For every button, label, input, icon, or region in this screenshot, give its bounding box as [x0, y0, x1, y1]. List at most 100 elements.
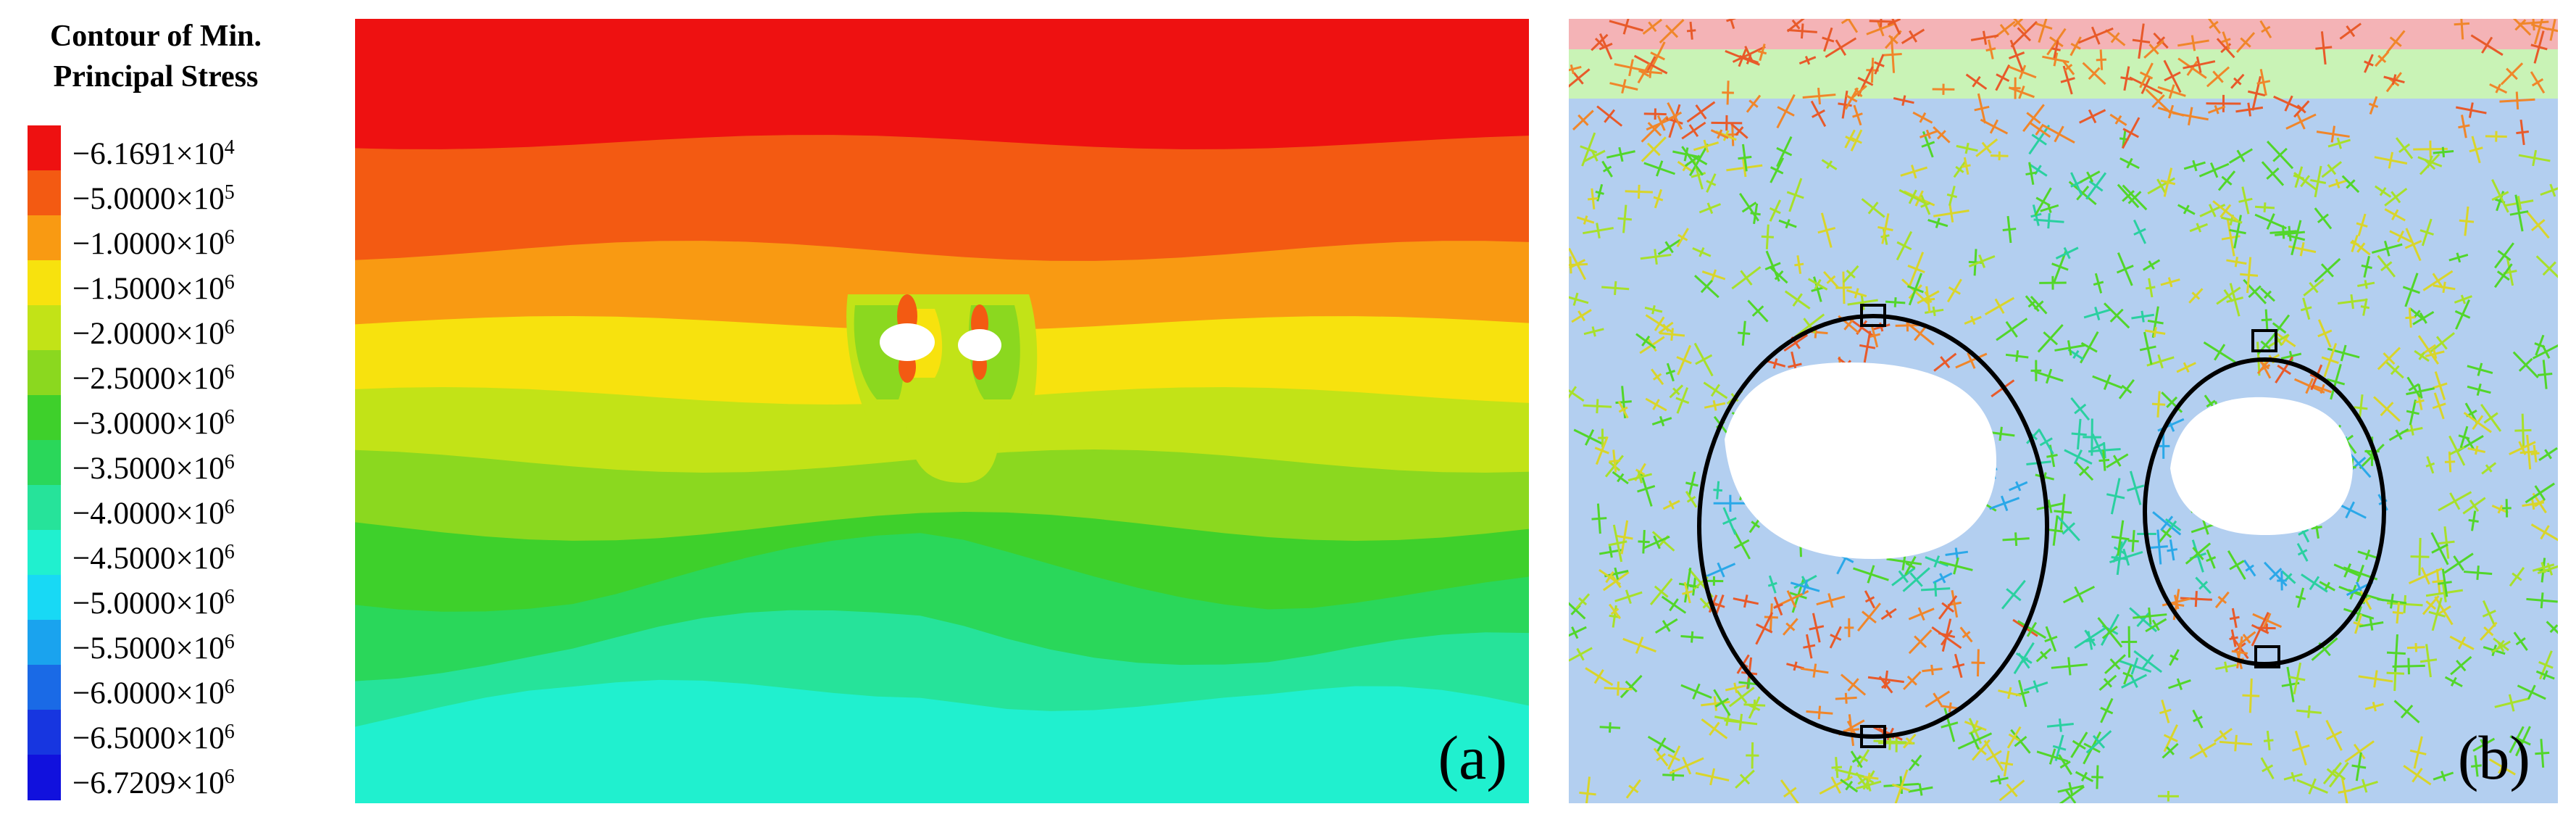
stress-cross	[1932, 83, 1955, 95]
stress-cross	[2458, 115, 2470, 138]
stress-cross	[1583, 399, 1612, 414]
panel-a-stress-contour: (a)	[355, 19, 1529, 803]
stress-cross	[1829, 626, 1842, 649]
stress-cross	[1608, 603, 1622, 620]
legend-label: −4.5000×106	[72, 541, 235, 576]
stress-cross	[2296, 705, 2322, 718]
stress-cross	[1701, 696, 1730, 711]
stress-cross	[1806, 705, 1833, 720]
stress-cross	[2054, 340, 2085, 356]
stress-cross	[2017, 620, 2046, 639]
stress-cross	[1609, 79, 1638, 94]
stress-cross	[1726, 158, 1763, 178]
stress-cross	[1953, 161, 1967, 178]
stress-cross	[2259, 20, 2272, 38]
stress-cross	[2069, 36, 2082, 57]
stress-cross	[1735, 769, 1755, 789]
stress-cross	[1835, 765, 1864, 781]
stress-cross	[1903, 733, 1917, 749]
stress-cross	[2044, 626, 2058, 652]
legend-swatch	[28, 755, 61, 800]
stress-cross	[1722, 507, 1737, 535]
stress-cross	[2472, 737, 2496, 753]
stress-cross	[2242, 678, 2260, 713]
stress-cross	[2183, 56, 2216, 73]
stress-cross	[1569, 386, 1585, 402]
legend-title: Contour of Min. Principal Stress	[0, 16, 312, 97]
stress-cross	[2374, 185, 2392, 198]
stress-cross	[2012, 19, 2027, 33]
stress-cross	[2454, 299, 2471, 330]
stress-cross	[2512, 19, 2532, 36]
stress-cross	[1667, 101, 1683, 130]
stress-cross	[2289, 662, 2306, 695]
stress-cross	[2392, 602, 2404, 624]
stress-cross	[2229, 215, 2246, 249]
stress-cross	[2530, 19, 2549, 45]
legend-swatch	[28, 665, 61, 710]
stress-cross	[1583, 223, 1614, 239]
stress-cross	[2509, 566, 2525, 587]
stress-cross	[1596, 105, 1623, 127]
legend-label: −1.5000×106	[72, 271, 235, 306]
stress-cross	[2028, 125, 2051, 155]
stress-cross	[2085, 172, 2107, 200]
stress-cross	[2488, 758, 2516, 776]
stress-cross	[2070, 397, 2091, 421]
stress-cross	[2217, 170, 2236, 191]
stress-cross	[2034, 187, 2052, 216]
stress-cross	[2422, 270, 2454, 291]
stress-cross	[1885, 297, 1906, 307]
stress-cross	[1571, 309, 1592, 323]
stress-cross	[1917, 290, 1940, 304]
stress-cross	[2351, 752, 2367, 782]
stress-cross	[2160, 167, 2176, 197]
stress-cross	[1672, 147, 1700, 162]
monitor-point-right-top	[2251, 329, 2277, 352]
contour-plot	[355, 19, 1529, 803]
stress-cross	[1945, 547, 1969, 560]
stress-cross	[1990, 151, 2009, 161]
stress-cross	[1810, 100, 1827, 128]
stress-cross	[2117, 183, 2140, 209]
stress-cross	[2357, 549, 2378, 560]
stress-cross	[2206, 549, 2217, 569]
legend-swatch	[28, 125, 61, 171]
stress-cross	[2317, 319, 2333, 348]
stress-cross	[2109, 113, 2127, 126]
stress-cross	[2534, 334, 2546, 356]
stress-cross	[1856, 778, 1882, 792]
stress-cross	[1776, 136, 1793, 167]
stress-cross	[2257, 623, 2276, 633]
stress-cross	[2139, 331, 2156, 365]
legend-swatch	[28, 395, 61, 441]
stress-cross	[2092, 374, 2123, 390]
stress-cross	[2359, 618, 2384, 631]
stress-cross	[2314, 207, 2333, 230]
stress-cross	[1685, 491, 1698, 508]
stress-cross	[2489, 83, 2508, 94]
stress-cross	[2433, 146, 2454, 158]
stress-cross	[1980, 118, 2009, 135]
stress-cross	[1964, 315, 1982, 326]
stress-cross	[1891, 567, 1916, 586]
stress-cross	[2116, 252, 2134, 286]
stress-cross	[2301, 573, 2328, 593]
stress-cross	[1653, 747, 1669, 767]
stress-cross	[1965, 73, 1988, 90]
stress-cross	[2526, 592, 2558, 609]
stress-cross	[1622, 637, 1656, 654]
stress-cross	[1933, 572, 1953, 584]
stress-cross	[2512, 351, 2539, 378]
stress-cross	[2183, 159, 2206, 172]
stress-cross	[1908, 629, 1933, 655]
stress-cross	[1598, 568, 1621, 586]
stress-cross	[2132, 23, 2151, 59]
stress-cross	[1908, 754, 1922, 771]
monitor-point-left-top	[1860, 304, 1886, 327]
panel-b-label: (b)	[2457, 723, 2530, 792]
stress-cross	[2547, 19, 2558, 41]
stress-cross	[1678, 567, 1697, 603]
stress-cross	[1822, 27, 1835, 52]
stress-cross	[2535, 255, 2558, 278]
